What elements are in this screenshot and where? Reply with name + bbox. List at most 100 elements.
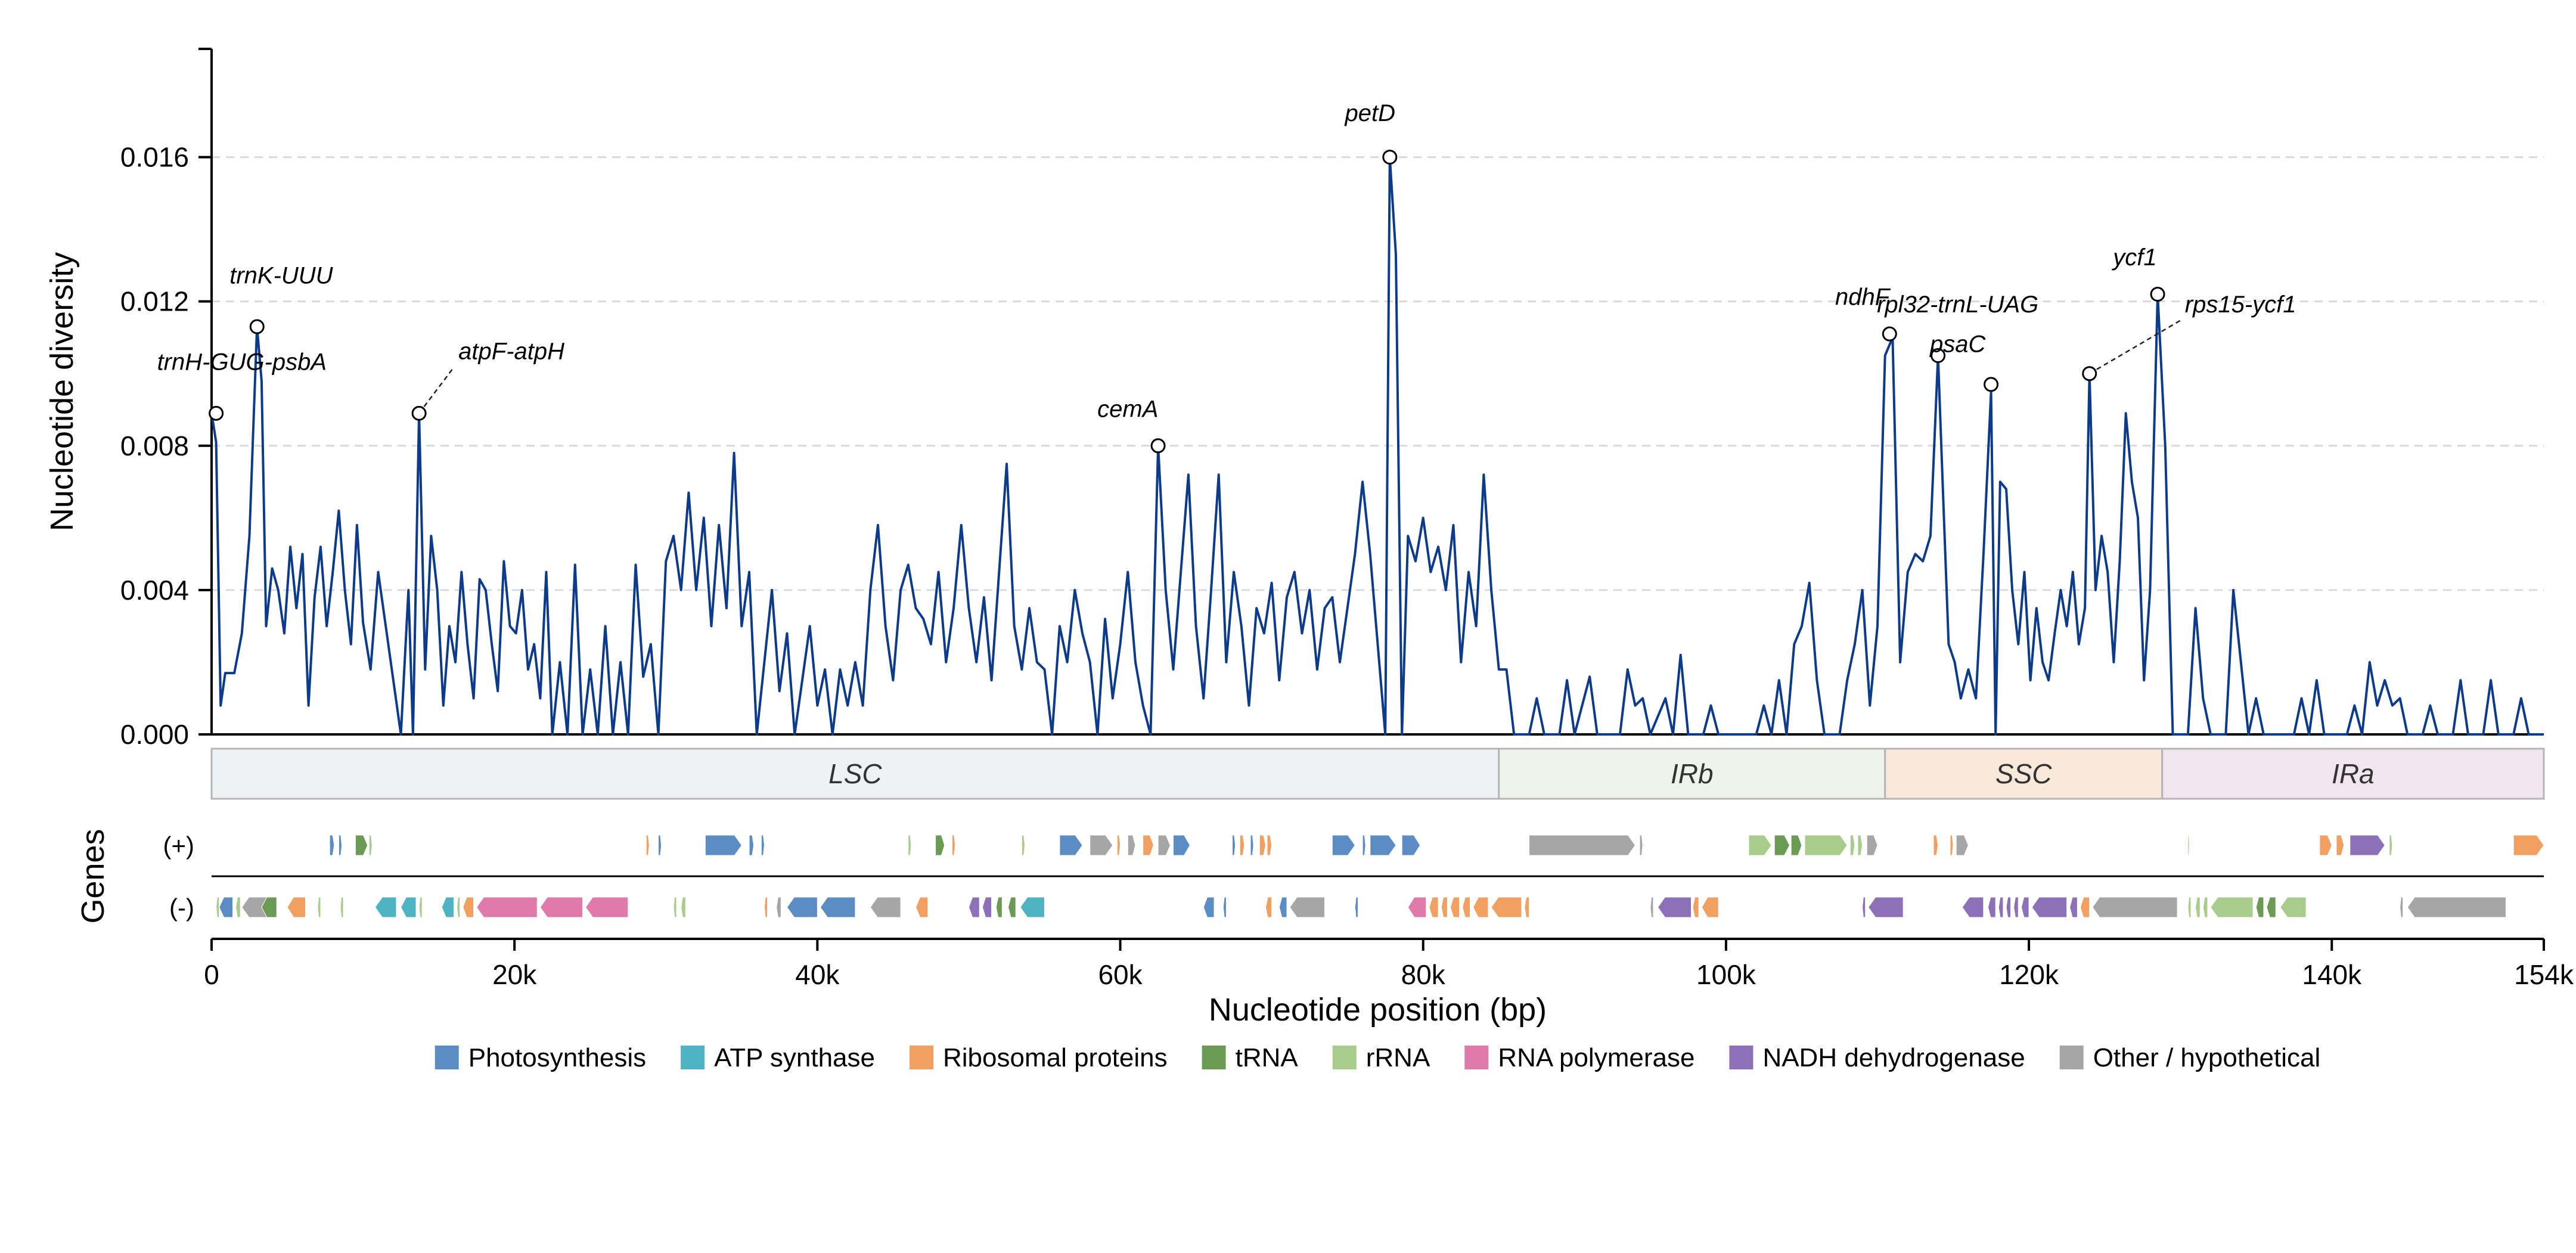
peak-label: atpF-atpH <box>458 339 564 365</box>
gene-arrow <box>645 835 650 856</box>
region-label: SSC <box>1995 758 2052 789</box>
peak-label: trnK-UUU <box>229 262 333 289</box>
y-tick-label: 0.012 <box>120 286 189 317</box>
gene-arrow <box>1407 897 1427 918</box>
peak-annotation: psaC <box>1929 331 1999 392</box>
gene-arrow <box>1450 897 1460 918</box>
gene-arrow <box>1862 897 1866 918</box>
gene-arrow <box>1701 897 1719 918</box>
peak-annotation: ndhF <box>1835 284 1897 342</box>
gene-arrow <box>2195 897 2201 918</box>
peak-annotation: trnH-GUG-psbA <box>157 349 327 421</box>
gene-arrow <box>1998 897 2004 918</box>
gene-arrow <box>1429 897 1439 918</box>
gene-arrow <box>261 897 277 918</box>
gene-arrow <box>704 835 742 856</box>
x-tick-label: 40k <box>795 959 840 990</box>
gene-arrow <box>1278 897 1287 918</box>
axes <box>210 49 2544 940</box>
y-tick-label: 0.000 <box>120 719 189 750</box>
legend-swatch <box>1202 1046 1226 1069</box>
peak-annotation: cemA <box>1097 396 1166 454</box>
gene-arrow <box>2092 897 2178 918</box>
gene-arrow <box>2080 897 2090 918</box>
gene-arrow <box>1127 835 1136 856</box>
gene-arrow <box>2319 835 2332 856</box>
legend-swatch <box>1464 1046 1489 1069</box>
gene-arrow <box>915 897 929 918</box>
gene-arrow <box>1370 835 1396 856</box>
y-tick-label: 0.004 <box>120 575 189 606</box>
gene-arrow <box>2031 897 2068 918</box>
peak-marker <box>1984 377 1999 392</box>
legend-item-label: rRNA <box>1366 1043 1430 1072</box>
gene-arrow <box>340 897 344 918</box>
gene-arrow <box>1657 897 1692 918</box>
gene-arrow <box>1804 835 1848 856</box>
gene-arrow <box>1868 897 1904 918</box>
peak-annotation: atpF-atpH <box>411 339 564 421</box>
gene-arrow <box>2255 897 2264 918</box>
gene-arrow <box>2210 897 2254 918</box>
gene-arrow <box>1008 897 1016 918</box>
gene-arrow <box>1172 835 1191 856</box>
legend-swatch <box>909 1046 933 1069</box>
x-tick-label: 60k <box>1098 959 1143 990</box>
gene-arrow <box>1849 835 1855 856</box>
legend-item-label: Photosynthesis <box>468 1043 646 1072</box>
gene-arrow <box>1259 835 1266 856</box>
gene-arrow <box>1639 835 1643 856</box>
peak-leader-line <box>418 367 455 414</box>
peak-label: cemA <box>1097 396 1158 422</box>
gene-arrow <box>2069 897 2078 918</box>
gene-arrow <box>1774 835 1790 856</box>
gene-arrow <box>1157 835 1171 856</box>
gene-arrow <box>1232 835 1236 856</box>
x-tick-label: 80k <box>1401 959 1446 990</box>
gene-arrow <box>1933 835 1939 856</box>
peak-marker <box>2082 366 2097 382</box>
x-axis-title: Nucleotide position (bp) <box>1209 992 1547 1028</box>
gene-arrow <box>1473 897 1489 918</box>
gene-arrow <box>749 835 755 856</box>
gene-arrow <box>995 897 1003 918</box>
gene-arrow <box>1962 897 1984 918</box>
gene-arrow <box>1790 835 1802 856</box>
gene-arrow <box>1650 897 1654 918</box>
gene-arrow <box>1692 897 1699 918</box>
peak-label: ndhF <box>1835 284 1891 311</box>
minus-strand-label: (-) <box>169 894 194 922</box>
gene-arrow <box>1021 835 1025 856</box>
gene-arrow <box>673 897 677 918</box>
gene-arrow <box>338 835 343 856</box>
gene-arrow <box>968 897 980 918</box>
gene-arrow <box>1265 897 1273 918</box>
peak-marker <box>411 405 427 421</box>
gene-arrow <box>1332 835 1356 856</box>
peak-label: trnH-GUG-psbA <box>157 349 327 376</box>
gene-arrow <box>2350 835 2385 856</box>
peak-label: petD <box>1345 100 1396 126</box>
peak-annotation: ycf1 <box>2111 244 2165 302</box>
peak-marker <box>2150 287 2165 302</box>
gene-arrow <box>1857 835 1863 856</box>
y-tick-label: 0.016 <box>120 142 189 173</box>
gene-arrow <box>374 897 397 918</box>
gene-arrow <box>1401 835 1421 856</box>
gene-arrow <box>219 897 234 918</box>
gene-arrow <box>2280 897 2307 918</box>
gene-tracks <box>212 835 2544 918</box>
gene-arrow <box>1524 897 1530 918</box>
gene-arrow <box>355 835 368 856</box>
peak-label: rpl32-trnL-UAG <box>1877 291 2038 318</box>
gene-arrow <box>1020 897 1045 918</box>
gene-arrow <box>2266 897 2276 918</box>
gene-arrow <box>1354 897 1358 918</box>
gene-arrow <box>216 897 220 918</box>
gene-arrow <box>2021 897 2029 918</box>
gene-arrow <box>441 897 455 918</box>
gene-arrow <box>368 835 373 856</box>
gene-arrow <box>1143 835 1154 856</box>
region-box <box>2161 748 2545 800</box>
x-tick-label: 0 <box>204 959 219 990</box>
